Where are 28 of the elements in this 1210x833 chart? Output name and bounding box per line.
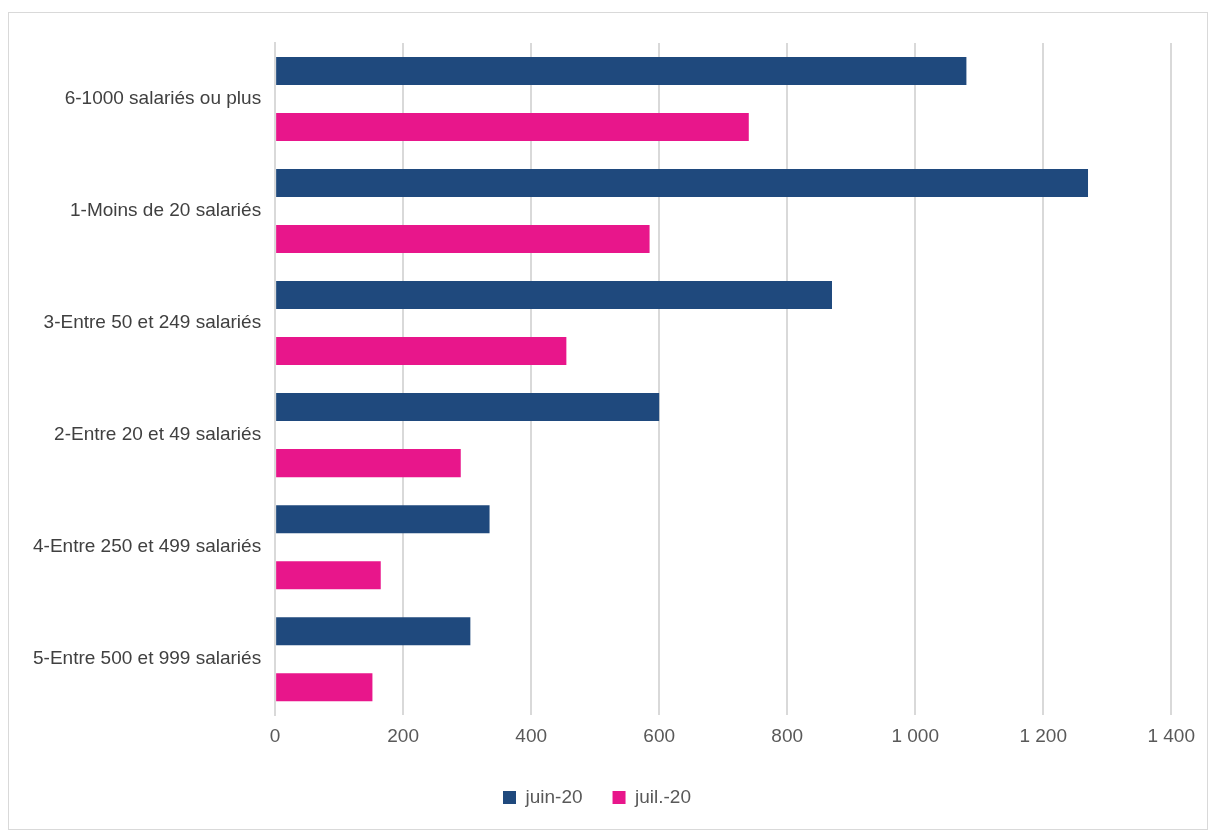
bar bbox=[276, 57, 967, 86]
y-tick-label: 1-Moins de 20 salariés bbox=[69, 199, 262, 221]
y-tick-label: 2-Entre 20 et 49 salariés bbox=[54, 423, 262, 445]
bar bbox=[276, 169, 1089, 198]
bar bbox=[276, 281, 832, 310]
x-tick-label: 1 200 bbox=[1019, 724, 1067, 746]
legend-label: juin-20 bbox=[524, 785, 583, 807]
bar bbox=[276, 449, 461, 478]
legend-label: juil.-20 bbox=[634, 785, 692, 807]
bar bbox=[276, 505, 490, 534]
y-tick-label: 3-Entre 50 et 249 salariés bbox=[43, 311, 262, 333]
bar bbox=[276, 673, 373, 702]
y-tick-label: 5-Entre 500 et 999 salariés bbox=[33, 647, 262, 669]
bar bbox=[276, 617, 471, 646]
bar bbox=[276, 393, 660, 422]
bar bbox=[276, 113, 749, 142]
x-tick-label: 400 bbox=[515, 724, 548, 746]
x-tick-label: 0 bbox=[269, 724, 281, 746]
bar bbox=[276, 561, 381, 590]
bar bbox=[276, 337, 567, 366]
x-tick-label: 200 bbox=[387, 724, 419, 746]
x-tick-label: 1 400 bbox=[1147, 724, 1195, 746]
x-tick-label: 600 bbox=[643, 724, 676, 746]
y-tick-label: 4-Entre 250 et 499 salariés bbox=[33, 535, 262, 557]
bar bbox=[276, 225, 650, 254]
y-tick-label: 6-1000 salariés ou plus bbox=[64, 87, 262, 109]
x-tick-label: 1 000 bbox=[891, 724, 939, 746]
x-tick-label: 800 bbox=[771, 724, 804, 746]
